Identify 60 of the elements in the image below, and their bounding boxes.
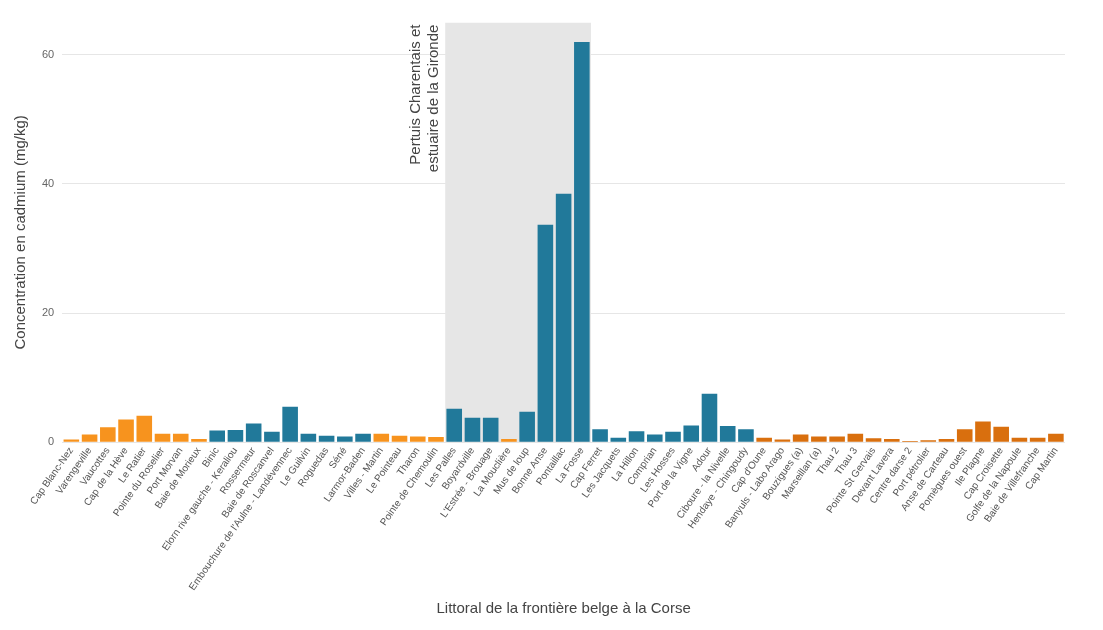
bar (264, 431, 280, 442)
bar (519, 411, 535, 442)
y-tick-label: 40 (41, 177, 55, 190)
bar (428, 437, 444, 442)
y-axis-title: Concentration en cadmium (mg/kg) (11, 115, 29, 350)
bar (81, 434, 98, 442)
bar (847, 433, 864, 442)
bar (792, 434, 809, 442)
bar (1029, 437, 1046, 442)
y-tick-label: 20 (41, 306, 55, 319)
bar (100, 427, 116, 442)
bar (373, 433, 390, 442)
bar (665, 431, 681, 442)
bar (482, 417, 499, 442)
bar (446, 408, 463, 442)
bar (409, 436, 426, 442)
bar (245, 423, 262, 442)
bar (555, 193, 572, 442)
bar (501, 438, 517, 442)
bar (738, 429, 754, 442)
bar (191, 438, 207, 442)
bar (628, 431, 645, 442)
y-tick-label: 60 (41, 47, 55, 60)
bar (774, 439, 791, 442)
bar (610, 437, 627, 442)
bar (811, 436, 827, 442)
band-label: Pertuis Charentais et estuaire de la Gironde (405, 23, 441, 173)
bar (829, 436, 845, 442)
bar (701, 393, 718, 442)
bar (209, 430, 225, 442)
bar (1048, 433, 1064, 442)
bar (592, 429, 608, 442)
bar (993, 426, 1009, 442)
bar (355, 433, 371, 442)
bar (391, 435, 408, 442)
bar (683, 425, 700, 442)
bar (884, 438, 900, 442)
x-axis-title: Littoral de la frontière belge à la Corse (436, 599, 691, 617)
bar (537, 224, 554, 442)
bar (337, 436, 353, 442)
bar (464, 417, 481, 442)
bar (1011, 437, 1028, 442)
bar (300, 433, 317, 442)
bar (118, 419, 134, 442)
bar (975, 421, 991, 442)
bar (956, 429, 973, 442)
bar (938, 438, 955, 442)
bar (154, 433, 171, 442)
bar (719, 426, 736, 442)
bar (63, 439, 80, 442)
bar (136, 415, 153, 442)
bar (756, 437, 772, 442)
bar (282, 406, 298, 442)
y-tick-label: 0 (48, 435, 55, 448)
bar (865, 438, 882, 442)
bar (574, 41, 590, 442)
bar (227, 429, 244, 442)
bar (172, 433, 189, 442)
bar (318, 435, 335, 442)
bar (646, 434, 663, 442)
